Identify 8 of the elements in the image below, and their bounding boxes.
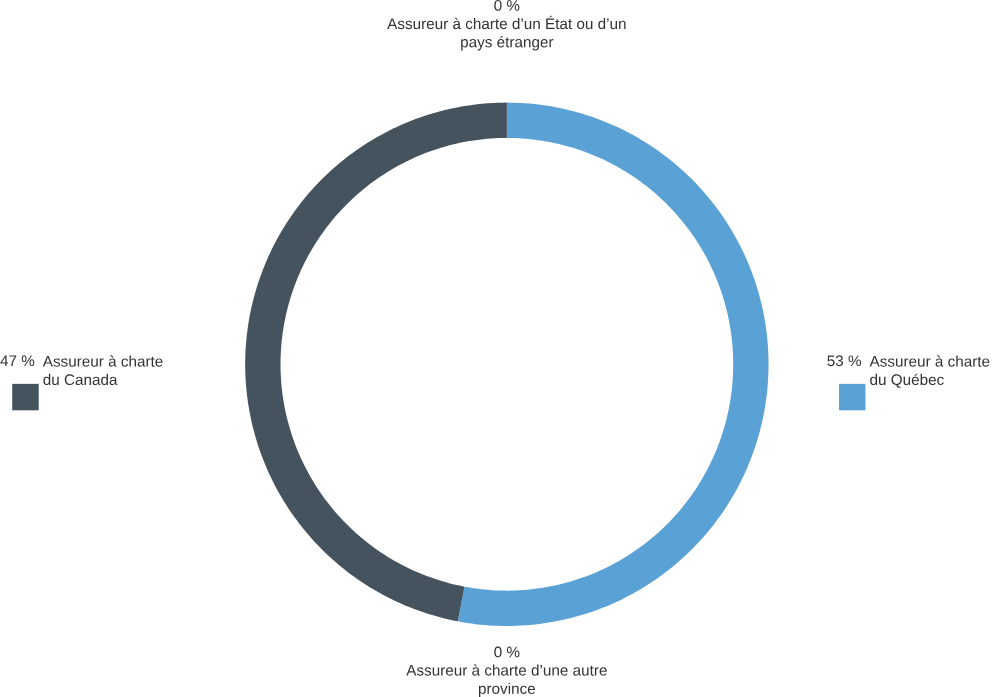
category-label: Assureur à charte d’un État ou d’un pays étranger — [387, 15, 626, 51]
text: 0 % — [494, 0, 520, 11]
text: 0 % — [494, 646, 520, 658]
slice-label: Assureur à charte du Québec — [869, 355, 990, 388]
data-label: 53 % — [827, 355, 862, 367]
category-label: Assureur à charte d’une autre province — [406, 664, 607, 697]
slice-label: Assureur à charte du Canada — [42, 355, 163, 386]
data-label: 47 % — [0, 355, 35, 367]
